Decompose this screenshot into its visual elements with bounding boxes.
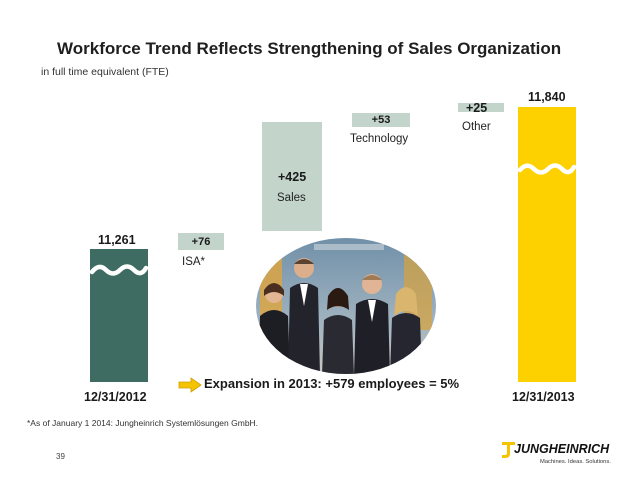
logo-brand: JUNGHEINRICH — [514, 442, 610, 456]
team-photo — [256, 238, 436, 374]
axis-break-icon — [90, 264, 148, 276]
footnote: *As of January 1 2014: Jungheinrich Syst… — [27, 418, 259, 428]
logo-tagline: Machines. Ideas. Solutions. — [540, 459, 611, 465]
page-number: 39 — [56, 452, 65, 461]
chart-unit-label: in full time equivalent (FTE) — [41, 66, 169, 78]
step-bar-sales — [262, 122, 322, 231]
step-bar-isa: +76 — [178, 233, 224, 250]
step-value-other: +25 — [466, 101, 488, 115]
end-date-label: 12/31/2013 — [512, 390, 575, 404]
expansion-summary: Expansion in 2013: +579 employees = 5% — [204, 376, 460, 391]
step-name-other: Other — [462, 121, 491, 133]
page-title: Workforce Trend Reflects Strengthening o… — [57, 39, 562, 58]
axis-break-icon — [518, 163, 576, 175]
start-date-label: 12/31/2012 — [84, 390, 147, 404]
end-bar — [518, 107, 576, 382]
step-value-isa: +76 — [191, 235, 211, 248]
step-bar-other — [458, 103, 504, 112]
end-value-label: 11,840 — [528, 90, 566, 104]
start-value-label: 11,261 — [98, 233, 136, 247]
jungheinrich-logo: JUNGHEINRICH Machines. Ideas. Solutions. — [500, 439, 616, 465]
step-name-isa: ISA* — [182, 256, 206, 268]
step-bar-technology: +53 — [352, 113, 410, 127]
step-value-technology: +53 — [371, 114, 391, 126]
step-name-sales: Sales — [277, 192, 306, 204]
step-value-sales: +425 — [278, 170, 307, 184]
logo-mark-icon: JUNGHEINRICH Machines. Ideas. Solutions. — [502, 442, 611, 465]
step-name-technology: Technology — [350, 133, 409, 145]
expansion-arrow-icon — [178, 377, 202, 393]
